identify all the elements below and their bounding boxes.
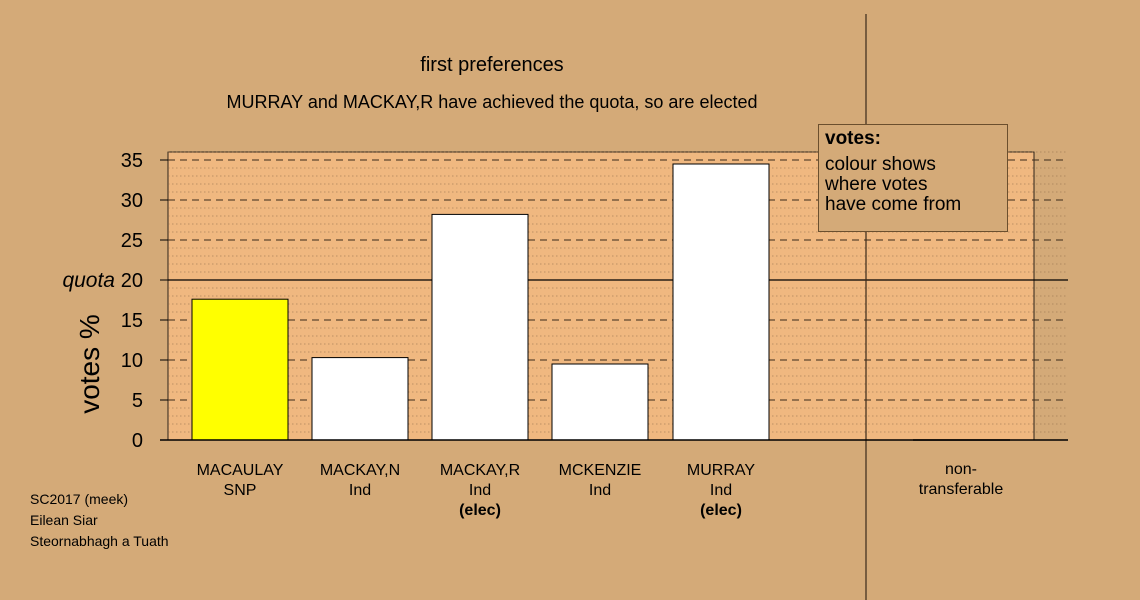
x-tick-label: (elec) bbox=[459, 502, 501, 519]
bar bbox=[311, 357, 409, 441]
y-tick-label: 0 bbox=[132, 430, 143, 452]
x-tick-label: MACKAY,R bbox=[440, 462, 520, 479]
bars bbox=[191, 163, 1010, 441]
credit-line: Eilean Siar bbox=[30, 512, 98, 528]
x-tick-label: MACAULAY bbox=[197, 462, 284, 479]
legend: votes: colour shows where votes have com… bbox=[818, 124, 1008, 232]
y-tick-label: 10 bbox=[121, 350, 143, 372]
legend-line: colour shows bbox=[825, 154, 936, 175]
y-tick-label: 5 bbox=[132, 390, 143, 412]
chart-title: first preferences bbox=[420, 54, 563, 76]
x-tick-label: MACKAY,N bbox=[320, 462, 400, 479]
legend-line: have come from bbox=[825, 194, 962, 215]
legend-title: votes: bbox=[825, 128, 881, 149]
x-axis-labels: MACAULAY SNP MACKAY,N Ind MACKAY,R Ind (elec) M… bbox=[197, 461, 1004, 519]
x-tick-label: Ind bbox=[349, 482, 371, 499]
y-tick-label: 20 bbox=[121, 270, 143, 292]
x-tick-label: non- bbox=[945, 461, 977, 478]
legend-line: where votes bbox=[825, 174, 928, 195]
x-tick-label: transferable bbox=[919, 481, 1004, 498]
credit-text: SC2017 (meek) Eilean Siar Steornabhagh a… bbox=[30, 489, 169, 552]
y-tick-label: 35 bbox=[121, 150, 143, 172]
quota-label: quota bbox=[62, 269, 115, 292]
y-axis: 0 5 10 15 20 25 30 35 bbox=[121, 150, 168, 452]
bar bbox=[672, 163, 770, 441]
x-tick-label: Ind bbox=[710, 482, 732, 499]
x-tick-label: Ind bbox=[589, 482, 611, 499]
x-tick-label: MCKENZIE bbox=[559, 462, 642, 479]
x-tick-label: MURRAY bbox=[687, 462, 755, 479]
x-tick-label: (elec) bbox=[700, 502, 742, 519]
y-tick-label: 15 bbox=[121, 310, 143, 332]
bar bbox=[551, 363, 649, 441]
y-tick-label: 30 bbox=[121, 190, 143, 212]
x-tick-label: SNP bbox=[224, 482, 257, 499]
bar bbox=[191, 298, 289, 441]
credit-line: SC2017 (meek) bbox=[30, 491, 129, 507]
credit-line: Steornabhagh a Tuath bbox=[30, 533, 169, 549]
x-tick-label: Ind bbox=[469, 482, 491, 499]
bar bbox=[431, 213, 529, 441]
y-axis-label: votes % bbox=[74, 314, 105, 414]
y-tick-label: 25 bbox=[121, 230, 143, 252]
chart-subtitle: MURRAY and MACKAY,R have achieved the qu… bbox=[227, 92, 758, 112]
